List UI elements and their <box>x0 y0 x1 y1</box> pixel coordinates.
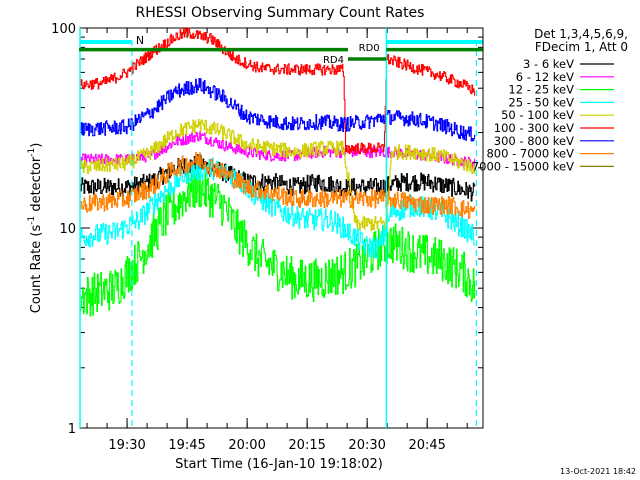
series-line <box>80 157 476 259</box>
night-bar-label: N <box>136 34 144 47</box>
x-tick-label: 20:00 <box>228 438 265 453</box>
legend-label: 100 - 300 keV <box>494 121 574 135</box>
legend: Det 1,3,4,5,6,9, FDecim 1, Att 0 3 - 6 k… <box>472 27 628 173</box>
series-100to300keV-keV <box>80 27 476 155</box>
legend-label: 12 - 25 keV <box>508 83 574 97</box>
y-tick-label: 10 <box>59 222 76 237</box>
y-axis-label: Count Rate (s-1 detector-1) <box>27 143 44 314</box>
y-tick-label: 1 <box>68 422 76 437</box>
legend-label: 6 - 12 keV <box>516 70 574 84</box>
x-tick-label: 19:45 <box>168 438 205 453</box>
legend-header-line-1: Det 1,3,4,5,6,9, <box>534 27 628 41</box>
series-25to50keV-keV <box>80 157 476 259</box>
series-line <box>80 118 476 232</box>
x-axis-label: Start Time (16-Jan-10 19:18:02) <box>175 457 383 472</box>
footer-timestamp: 13-Oct-2021 18:42 <box>560 467 636 476</box>
plot-frame <box>79 27 484 429</box>
legend-label: 25 - 50 keV <box>508 95 574 109</box>
series-300to800keV-keV <box>80 77 476 142</box>
legend-label: 800 - 7000 keV <box>486 147 574 161</box>
series-800to7000keV-keV <box>80 151 476 219</box>
x-tick-label: 20:15 <box>288 438 325 453</box>
series-line <box>80 27 476 155</box>
legend-label: 50 - 100 keV <box>501 108 574 122</box>
chart-title: RHESSI Observing Summary Count Rates <box>136 5 425 21</box>
series-line <box>80 151 476 219</box>
overlay-layer: N RD4 RD0 <box>79 28 483 428</box>
x-tick-label: 20:30 <box>348 438 385 453</box>
legend-header-line-2: FDecim 1, Att 0 <box>535 40 628 54</box>
legend-label: 300 - 800 keV <box>494 134 574 148</box>
svg-text:Count Rate (s-1 detector-1): Count Rate (s-1 detector-1) <box>27 143 44 314</box>
legend-label: 3 - 6 keV <box>523 57 574 71</box>
decimation-label-left: RD4 <box>323 55 344 66</box>
series-line <box>80 154 476 202</box>
legend-label: 7000 - 15000 keV <box>472 159 574 173</box>
x-tick-label: 19:30 <box>108 438 145 453</box>
x-tick-label: 20:45 <box>408 438 445 453</box>
series-layer <box>80 27 476 317</box>
decimation-label-top: RD0 <box>359 43 380 54</box>
series-line <box>80 77 476 142</box>
x-axis: 19:30 19:45 20:00 20:15 20:30 20:45 <box>86 28 468 453</box>
series-3to6keV-keV <box>80 154 476 202</box>
series-line <box>80 168 476 317</box>
series-12to25keV-keV <box>80 168 476 317</box>
y-tick-label: 100 <box>51 22 76 37</box>
series-50to100keV-keV <box>80 118 476 232</box>
